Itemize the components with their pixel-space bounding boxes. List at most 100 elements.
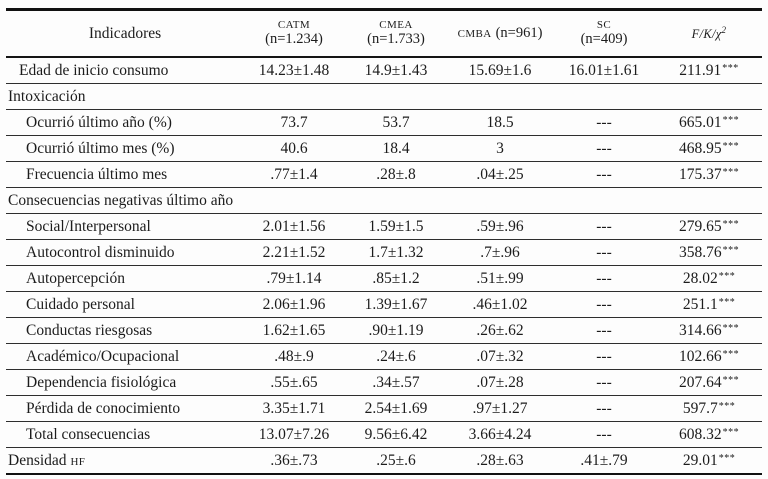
statistic-value: 314.66 xyxy=(678,321,722,339)
statistic-value: 175.37 xyxy=(678,165,722,183)
value-cell: .25±.6 xyxy=(344,447,448,475)
row-label: Autocontrol disminuido xyxy=(6,239,244,266)
column-header-catm: CATM (n=1.234) xyxy=(244,8,344,58)
statistic-cell: 251.1*** xyxy=(656,291,762,318)
column-acronym: SC xyxy=(596,18,612,31)
value-cell: .85±1.2 xyxy=(344,265,448,292)
value-cell: 18.4 xyxy=(344,135,448,162)
row-label-text: Densidad xyxy=(8,451,67,469)
value-cell: 18.5 xyxy=(448,109,552,136)
column-sample-size: (n=409) xyxy=(580,30,628,47)
value-cell: --- xyxy=(552,369,656,396)
column-header-statistic: F/K/χ2 xyxy=(656,8,762,58)
row-label-text: Autocontrol disminuido xyxy=(26,243,175,261)
column-acronym: CATM xyxy=(277,18,311,31)
table-body: Edad de inicio consumo 14.23±1.48 14.9±1.4… xyxy=(6,57,762,475)
value-cell: --- xyxy=(552,239,656,266)
significance-stars: *** xyxy=(722,62,739,74)
value-cell: 2.06±1.96 xyxy=(244,291,344,318)
table-row: Dependencia fisiológica .55±.65.34±.57.07… xyxy=(6,369,762,396)
value-cell: 1.7±1.32 xyxy=(344,239,448,266)
statistic-cell: 207.64*** xyxy=(656,369,762,396)
value-cell: .28±.63 xyxy=(448,447,552,475)
statistic-value: 29.01 xyxy=(682,451,718,469)
value-cell: .77±1.4 xyxy=(244,161,344,188)
statistic-cell: 665.01*** xyxy=(656,109,762,136)
value-cell: 13.07±7.26 xyxy=(244,421,344,448)
value-cell: 14.9±1.43 xyxy=(344,57,448,84)
statistic-value: 279.65 xyxy=(678,217,722,235)
table-row: Total consecuencias 13.07±7.26 9.56±6.42 3.… xyxy=(6,421,762,448)
value-cell: --- xyxy=(552,161,656,188)
value-cell: 73.7 xyxy=(244,109,344,136)
column-header-cmea: CMEA (n=1.733) xyxy=(344,8,448,58)
table-row: Edad de inicio consumo 14.23±1.48 14.9±1.4… xyxy=(6,57,762,84)
table-row: Cuidado personal 2.06±1.96 1.39±1.67.46±1.… xyxy=(6,291,762,318)
value-cell: .26±.62 xyxy=(448,317,552,344)
value-cell: 40.6 xyxy=(244,135,344,162)
statistic-cell: 211.91*** xyxy=(656,57,762,84)
table-row: Pérdida de conocimiento 3.35±1.71 2.54±1.6… xyxy=(6,395,762,422)
significance-stars: *** xyxy=(718,270,736,282)
row-label-text: Ocurrió último mes (%) xyxy=(26,139,175,157)
section-label: Intoxicación xyxy=(6,83,762,110)
significance-stars: *** xyxy=(722,322,740,334)
value-cell: .28±.8 xyxy=(344,161,448,188)
significance-stars: *** xyxy=(722,426,740,438)
row-label-text: Ocurrió último año (%) xyxy=(26,113,172,131)
statistic-cell: 597.7*** xyxy=(656,395,762,422)
row-label: Cuidado personal xyxy=(6,291,244,318)
value-cell: 2.54±1.69 xyxy=(344,395,448,422)
value-cell: 3.66±4.24 xyxy=(448,421,552,448)
column-sample-size: (n=1.234) xyxy=(265,30,323,47)
value-cell: .55±.65 xyxy=(244,369,344,396)
significance-stars: *** xyxy=(722,218,740,230)
value-cell: --- xyxy=(552,343,656,370)
value-cell: .34±.57 xyxy=(344,369,448,396)
statistic-cell: 358.76*** xyxy=(656,239,762,266)
value-cell: .97±1.27 xyxy=(448,395,552,422)
row-label: Edad de inicio consumo xyxy=(6,57,244,84)
statistic-value: 468.95 xyxy=(678,139,722,157)
statistic-value: 608.32 xyxy=(678,425,722,443)
section-row: Consecuencias negativas último año xyxy=(6,187,762,214)
statistic-cell: 608.32*** xyxy=(656,421,762,448)
table-row: Frecuencia último mes .77±1.4.28±.8.04±.2… xyxy=(6,161,762,188)
row-label: Densidad HF xyxy=(6,447,244,475)
table-row: Autopercepción .79±1.14.85±1.2.51±.99 --- 2… xyxy=(6,265,762,292)
value-cell: 53.7 xyxy=(344,109,448,136)
value-cell: .04±.25 xyxy=(448,161,552,188)
statistic-cell: 28.02*** xyxy=(656,265,762,292)
table-row: Ocurrió último mes (%) 40.6 18.4 3 --- 468.95… xyxy=(6,135,762,162)
row-label: Ocurrió último mes (%) xyxy=(6,135,244,162)
value-cell: .07±.32 xyxy=(448,343,552,370)
table-row: Conductas riesgosas 1.62±1.65.90±1.19.26±… xyxy=(6,317,762,344)
column-header-line: CMBA (n=961) xyxy=(448,24,552,42)
value-cell: --- xyxy=(552,421,656,448)
row-label-text: Total consecuencias xyxy=(26,425,151,443)
value-cell: 3.35±1.71 xyxy=(244,395,344,422)
value-cell: .24±.6 xyxy=(344,343,448,370)
significance-stars: *** xyxy=(722,166,740,178)
value-cell: --- xyxy=(552,291,656,318)
row-label: Autopercepción xyxy=(6,265,244,292)
column-header-cmba: CMBA (n=961) xyxy=(448,8,552,58)
row-label: Total consecuencias xyxy=(6,421,244,448)
row-label: Conductas riesgosas xyxy=(6,317,244,344)
statistic-value: 358.76 xyxy=(678,243,722,261)
row-label: Académico/Ocupacional xyxy=(6,343,244,370)
column-sample-size: (n=961) xyxy=(495,25,543,42)
value-cell: .79±1.14 xyxy=(244,265,344,292)
row-label-smallcaps: HF xyxy=(70,455,86,468)
row-label: Dependencia fisiológica xyxy=(6,369,244,396)
value-cell: .48±.9 xyxy=(244,343,344,370)
value-cell: .46±1.02 xyxy=(448,291,552,318)
statistic-value: 207.64 xyxy=(678,373,722,391)
significance-stars: *** xyxy=(722,348,740,360)
value-cell: .51±.99 xyxy=(448,265,552,292)
value-cell: --- xyxy=(552,213,656,240)
significance-stars: *** xyxy=(722,244,740,256)
value-cell: --- xyxy=(552,317,656,344)
statistic-cell: 468.95*** xyxy=(656,135,762,162)
